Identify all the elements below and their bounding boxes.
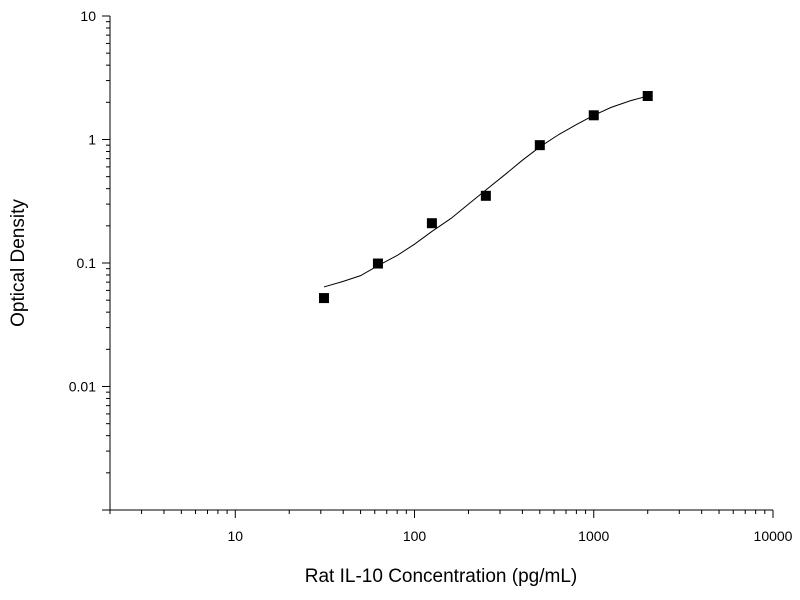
data-point <box>426 218 437 229</box>
x-tick-label: 100 <box>403 528 427 544</box>
x-tick-label: 10000 <box>754 528 793 544</box>
data-point <box>480 190 491 201</box>
axes <box>109 16 773 511</box>
data-points-layer <box>318 91 653 304</box>
data-point <box>642 91 653 102</box>
data-point <box>318 293 329 304</box>
ticks <box>102 15 774 518</box>
x-tick-label: 1000 <box>578 528 609 544</box>
y-tick-label: 0.01 <box>69 379 96 395</box>
tick-labels: 10 100 1000 10000 0.01 0.1 1 10 <box>69 8 793 544</box>
data-point <box>588 110 599 121</box>
y-tick-label: 10 <box>80 8 96 24</box>
x-axis-title: Rat IL-10 Concentration (pg/mL) <box>305 566 577 587</box>
y-axis-title: Optical Density <box>8 199 29 327</box>
data-point <box>534 140 545 151</box>
x-tick-label: 10 <box>227 528 243 544</box>
y-tick-label: 0.1 <box>77 255 97 271</box>
data-point <box>372 258 383 269</box>
y-tick-label: 1 <box>88 132 96 148</box>
